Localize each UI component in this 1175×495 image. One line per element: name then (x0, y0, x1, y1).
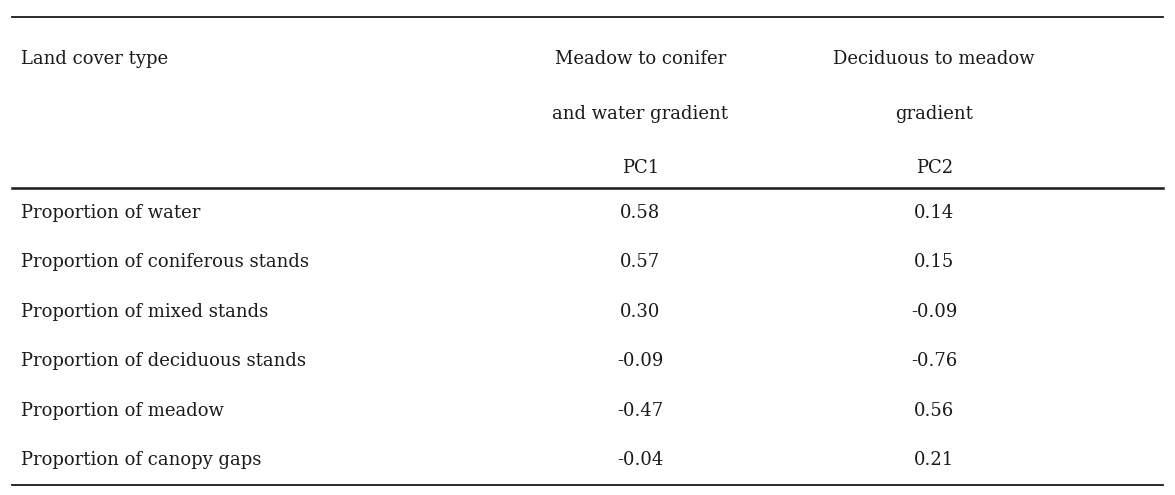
Text: -0.09: -0.09 (911, 303, 958, 321)
Text: -0.09: -0.09 (617, 352, 664, 370)
Text: Land cover type: Land cover type (21, 50, 168, 68)
Text: PC1: PC1 (622, 159, 659, 177)
Text: Deciduous to meadow: Deciduous to meadow (833, 50, 1035, 68)
Text: Proportion of coniferous stands: Proportion of coniferous stands (21, 253, 309, 271)
Text: -0.04: -0.04 (617, 451, 664, 469)
Text: PC2: PC2 (915, 159, 953, 177)
Text: and water gradient: and water gradient (552, 105, 728, 123)
Text: 0.15: 0.15 (914, 253, 954, 271)
Text: Proportion of mixed stands: Proportion of mixed stands (21, 303, 268, 321)
Text: 0.14: 0.14 (914, 204, 954, 222)
Text: -0.47: -0.47 (617, 402, 664, 420)
Text: -0.76: -0.76 (911, 352, 958, 370)
Text: 0.58: 0.58 (620, 204, 660, 222)
Text: Proportion of canopy gaps: Proportion of canopy gaps (21, 451, 262, 469)
Text: gradient: gradient (895, 105, 973, 123)
Text: 0.21: 0.21 (914, 451, 954, 469)
Text: 0.57: 0.57 (620, 253, 660, 271)
Text: Proportion of water: Proportion of water (21, 204, 201, 222)
Text: 0.30: 0.30 (620, 303, 660, 321)
Text: Proportion of deciduous stands: Proportion of deciduous stands (21, 352, 307, 370)
Text: 0.56: 0.56 (914, 402, 954, 420)
Text: Proportion of meadow: Proportion of meadow (21, 402, 224, 420)
Text: Meadow to conifer: Meadow to conifer (555, 50, 726, 68)
